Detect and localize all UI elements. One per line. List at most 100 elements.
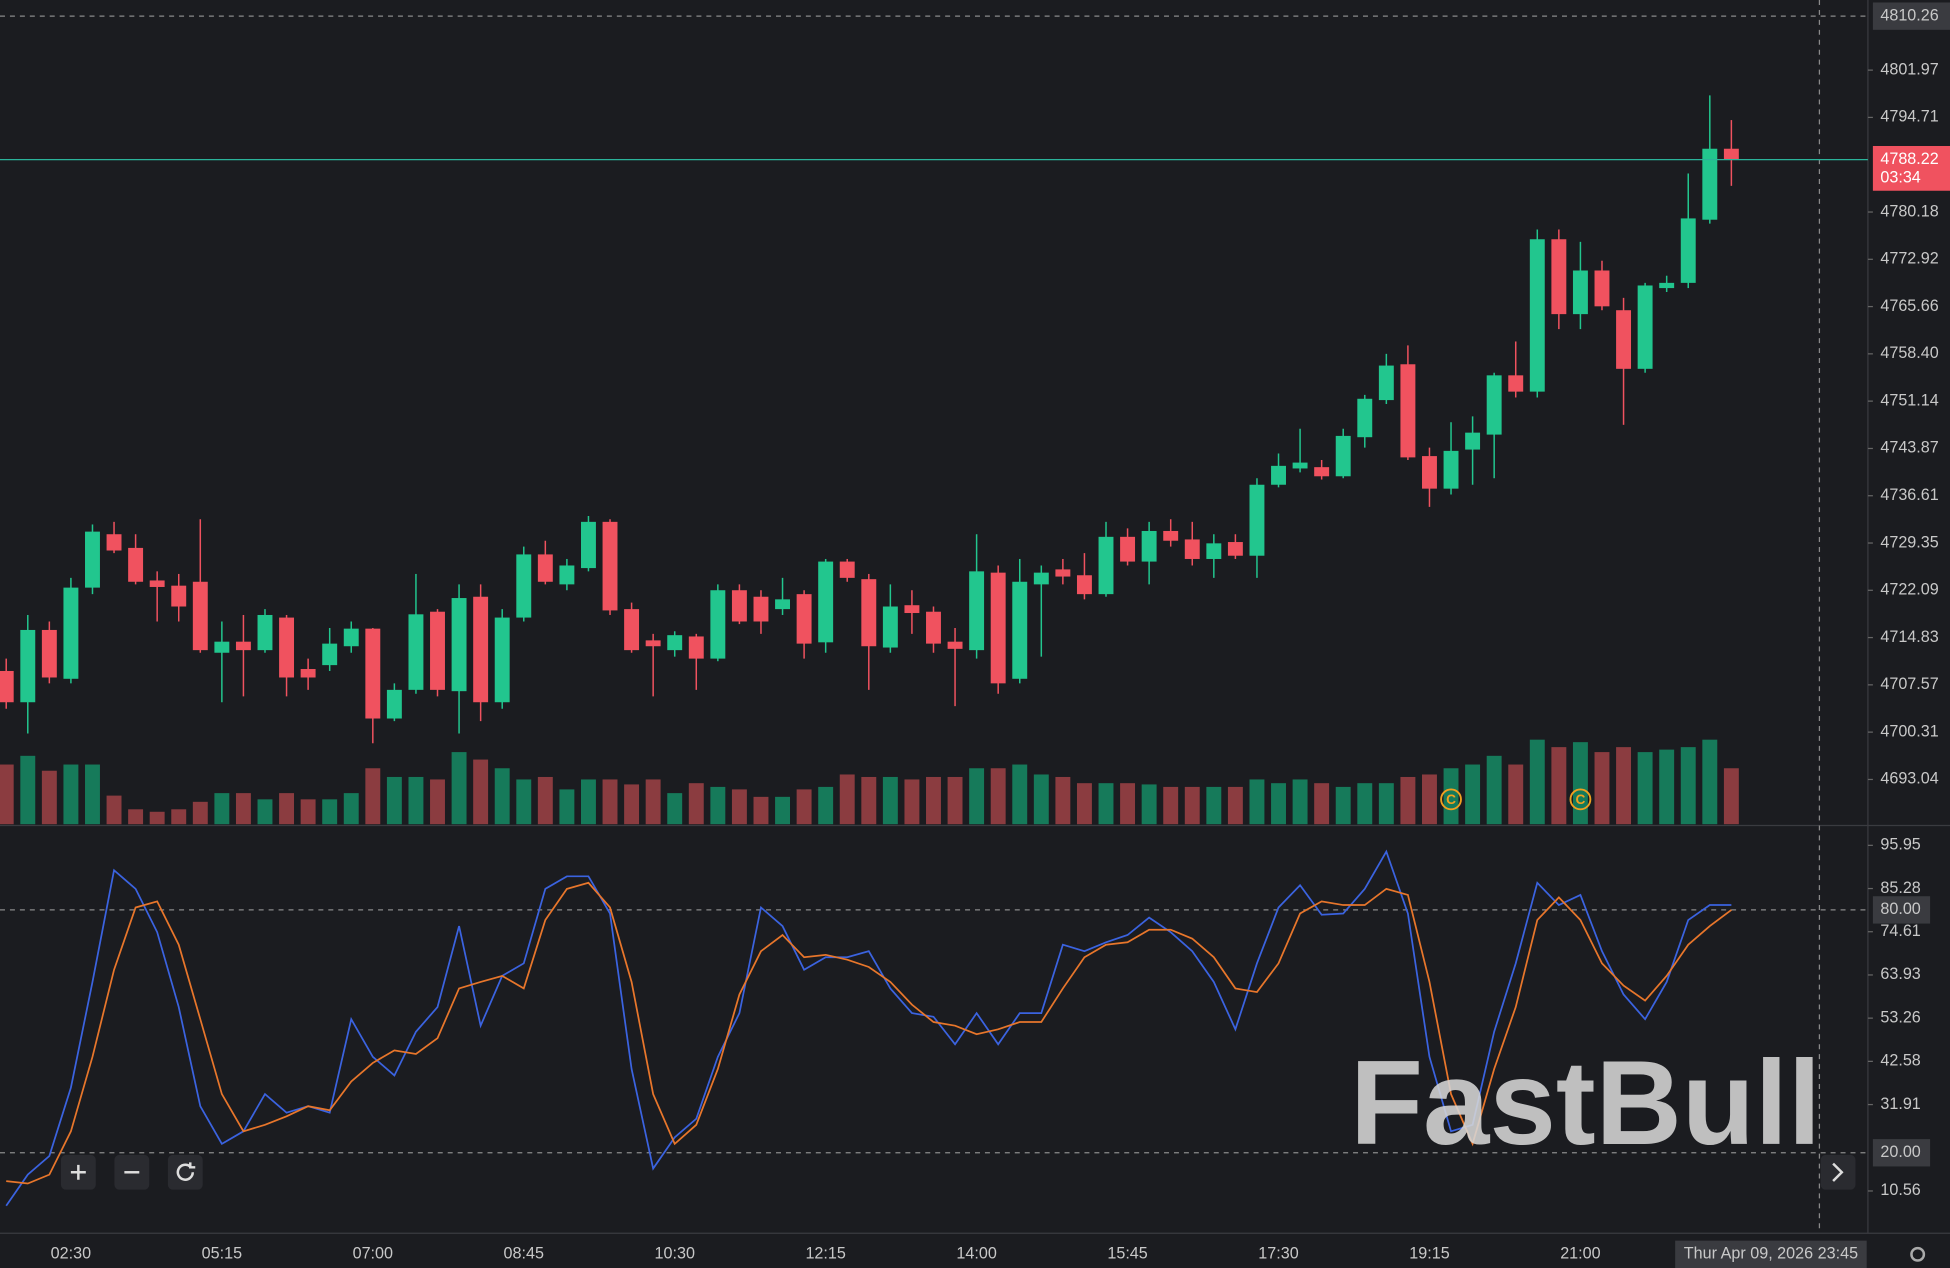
volume-bar — [1422, 774, 1437, 825]
volume-bar — [235, 793, 251, 825]
event-label: C — [1446, 792, 1456, 807]
candle-body — [473, 596, 489, 703]
level-label: 20.00 — [1880, 1143, 1920, 1161]
volume-bar — [451, 752, 467, 825]
y-tick-label: 10.56 — [1880, 1181, 1920, 1199]
event-circle — [1569, 788, 1592, 811]
crosshair-price-box — [1872, 2, 1950, 30]
volume-bar — [818, 786, 834, 825]
candle-body — [926, 611, 941, 644]
crosshair-time-label: Thur Apr 09, 2026 23:45 — [1684, 1245, 1858, 1263]
volume-bar — [1529, 739, 1545, 825]
y-tick-label: 4714.83 — [1880, 628, 1938, 646]
y-tick-label: 31.91 — [1880, 1095, 1920, 1113]
volume-bar — [990, 768, 1006, 825]
y-tick-label: 4743.87 — [1880, 439, 1938, 457]
event-circle — [1440, 788, 1462, 811]
candle-body — [1033, 572, 1049, 585]
candle-body — [1422, 456, 1437, 489]
candle-body — [753, 596, 769, 622]
zoom-out-button[interactable] — [114, 1154, 150, 1190]
crosshair-price-label: 4810.26 — [1880, 6, 1938, 24]
volume-bar — [128, 809, 144, 825]
candle-body — [106, 534, 122, 551]
volume-bar — [300, 799, 316, 825]
volume-bar — [171, 809, 187, 825]
volume-bar — [969, 768, 985, 825]
volume-bar — [1184, 786, 1200, 825]
volume-bar — [580, 779, 596, 825]
volume-bar — [20, 755, 36, 825]
candle-body — [1314, 467, 1330, 477]
candle-body — [1271, 465, 1286, 485]
candle-body — [1529, 239, 1545, 392]
event-marker: C — [1569, 788, 1592, 811]
candle-body — [1508, 375, 1524, 392]
volume-bar — [1723, 768, 1739, 825]
y-tick-label: 4765.66 — [1880, 297, 1938, 315]
settings-button[interactable] — [1910, 1246, 1926, 1262]
x-tick-label: 17:30 — [1258, 1245, 1298, 1263]
volume-bar — [279, 793, 295, 825]
volume-bar — [947, 776, 963, 825]
volume-bar — [1616, 747, 1632, 825]
volume-bar — [1271, 783, 1286, 825]
volume-bar — [1335, 786, 1351, 825]
volume-bar — [149, 811, 165, 825]
y-tick-label: 95.95 — [1880, 836, 1920, 854]
volume-bar — [430, 779, 445, 825]
candle-body — [1400, 364, 1416, 458]
candle-body — [1076, 575, 1092, 595]
candle-body — [818, 561, 834, 643]
volume-bar — [1141, 784, 1157, 825]
zoom-in-button[interactable] — [60, 1154, 96, 1190]
x-tick-label: 19:15 — [1409, 1245, 1449, 1263]
volume-bar — [63, 764, 79, 825]
candle-body — [1551, 239, 1567, 315]
scroll-right-button[interactable] — [1820, 1154, 1856, 1190]
y-tick-label: 4729.35 — [1880, 533, 1938, 551]
reset-button[interactable] — [167, 1154, 203, 1190]
y-tick-label: 4758.40 — [1880, 344, 1938, 362]
volume-bar — [1572, 742, 1588, 825]
volume-bar — [1357, 783, 1373, 825]
candle-body — [365, 628, 381, 719]
y-tick-label: 4751.14 — [1880, 391, 1938, 409]
candle-body — [731, 590, 747, 622]
candle-body — [257, 614, 273, 651]
volume-bar — [1206, 786, 1222, 825]
candle-body — [1227, 542, 1243, 556]
volume-bar — [1163, 786, 1179, 825]
candle-body — [451, 598, 467, 692]
candle-body — [904, 605, 920, 614]
crosshair-time-box — [1675, 1240, 1867, 1268]
candle-body — [882, 606, 898, 648]
last-price-label: 4788.22 — [1880, 150, 1938, 168]
volume-bar — [214, 793, 230, 825]
y-tick-label: 63.93 — [1880, 965, 1920, 983]
volume-bar — [0, 764, 14, 825]
volume-bar — [1594, 752, 1610, 825]
candle-body — [861, 579, 877, 647]
y-tick-label: 53.26 — [1880, 1008, 1920, 1026]
candle-body — [667, 635, 683, 651]
candle-body — [559, 565, 575, 585]
level-label: 80.00 — [1880, 900, 1920, 918]
volume-bar — [1443, 768, 1459, 825]
candle-body — [63, 587, 79, 679]
y-tick-label: 4693.04 — [1880, 770, 1938, 788]
candle-body — [1206, 543, 1222, 559]
y-tick-label: 74.61 — [1880, 922, 1920, 940]
volume-bar — [1465, 764, 1481, 825]
y-tick-label: 4722.09 — [1880, 581, 1938, 599]
volume-bar — [257, 799, 273, 825]
candle-body — [1702, 148, 1718, 220]
candle-body — [279, 617, 295, 678]
y-tick-label: 42.58 — [1880, 1052, 1920, 1070]
volume-bar — [1659, 749, 1675, 825]
candle-body — [839, 561, 855, 578]
event-marker: C — [1440, 788, 1462, 811]
volume-bar — [926, 776, 941, 825]
